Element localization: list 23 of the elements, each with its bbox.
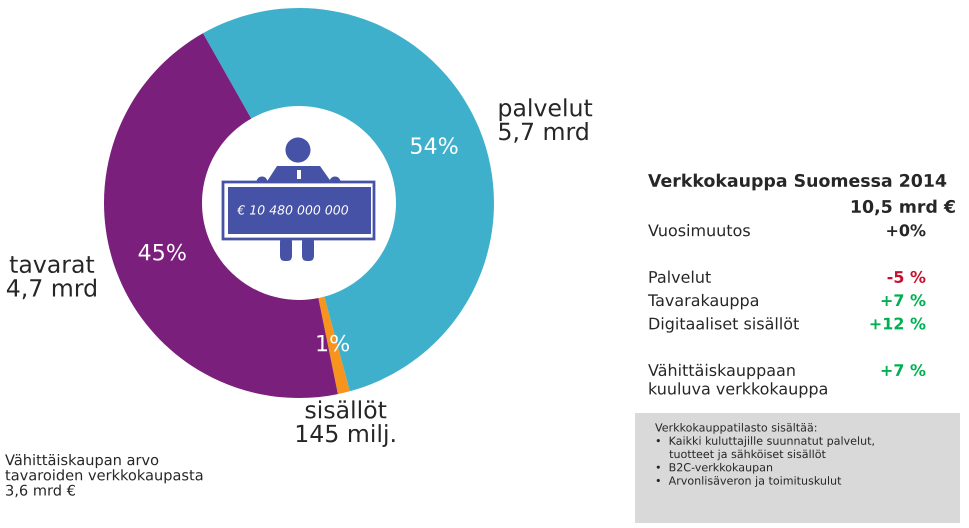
donut-slice <box>202 8 494 392</box>
data-label: 45% <box>138 244 186 261</box>
text: € 10 480 000 000 <box>237 205 348 215</box>
text: Verkkokauppatilasto sisältää: • Kaikki kuluttajille suunnatut palvelut, tuotteet ja sähköiset sisällöt • B2C-verkkokaupan • Arvonlisäveron ja toimituskulut <box>655 423 874 487</box>
category-label: Tavarakauppa <box>648 294 758 310</box>
slice-label: palvelut 5,7 mrd <box>499 98 592 143</box>
text: Vähittäiskaupan arvo tavaroiden verkkokaupasta 3,6 mrd € <box>5 454 202 498</box>
text: +7 % <box>882 364 926 376</box>
category-label: Vuosimuutos <box>648 224 750 236</box>
text: +12 % <box>870 317 926 330</box>
category-label: Vähittäiskauppaan kuuluva verkkokauppa <box>648 364 827 398</box>
category-label: Digitaaliset sisällöt <box>650 317 799 333</box>
text: +7 % <box>882 294 926 306</box>
text: +0% <box>887 224 926 236</box>
slice-label: sisällöt 145 milj. <box>296 400 394 447</box>
text: -5 % <box>888 270 926 283</box>
data-label: 54% <box>411 137 458 154</box>
category-label: Palvelut <box>650 270 711 283</box>
slice-label: tavarat 4,7 mrd <box>6 256 96 300</box>
text: 10,5 mrd € <box>852 200 955 216</box>
text: Verkkokauppa Suomessa 2014 <box>648 174 946 190</box>
donut-slice <box>318 296 350 394</box>
data-label: 1% <box>317 334 349 352</box>
